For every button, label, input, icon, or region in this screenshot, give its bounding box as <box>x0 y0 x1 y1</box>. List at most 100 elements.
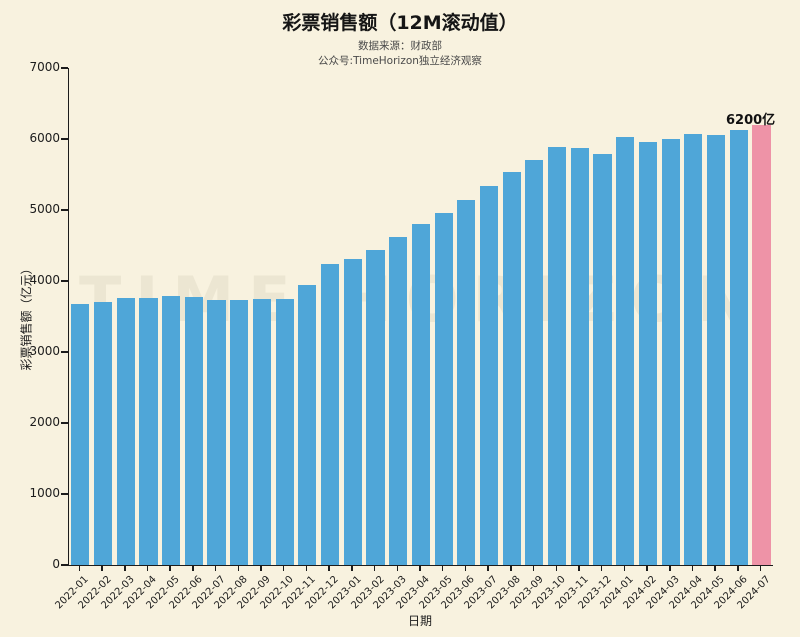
bar-slot <box>500 68 523 565</box>
bar-2023-09 <box>525 160 544 565</box>
bar-2023-10 <box>548 146 567 565</box>
bar-2023-06 <box>457 200 476 565</box>
bar-slot <box>251 68 274 565</box>
y-tick-mark <box>61 67 68 69</box>
bar-2024-07 <box>752 124 771 565</box>
plot-area: TIME HORIZON <box>68 68 773 566</box>
y-tick-mark <box>61 209 68 211</box>
bar-slot <box>591 68 614 565</box>
bar-2023-07 <box>479 185 499 565</box>
chart-title: 彩票销售额（12M滚动值） <box>282 12 518 34</box>
y-tick-label: 4000 <box>29 273 60 287</box>
bar-slot <box>750 68 773 565</box>
x-tick-mark <box>192 566 194 571</box>
y-tick-label: 7000 <box>29 60 60 74</box>
bar-2023-02 <box>366 249 385 565</box>
bar-slot <box>682 68 705 565</box>
bar-slot <box>478 68 501 565</box>
bar-2022-05 <box>162 295 181 565</box>
x-tick-mark <box>351 566 353 571</box>
x-tick-mark <box>124 566 126 571</box>
bar-slot <box>319 68 342 565</box>
chart-subtitle: 数据来源：财政部 公众号:TimeHorizon独立经济观察 <box>0 39 800 69</box>
x-tick-mark <box>555 566 557 571</box>
bar-2022-11 <box>298 284 317 565</box>
bar-slot <box>546 68 569 565</box>
bar-slot <box>114 68 137 565</box>
x-tick-mark <box>101 566 103 571</box>
y-tick-label: 3000 <box>29 344 60 358</box>
x-tick-mark <box>419 566 421 571</box>
bar-2022-02 <box>93 302 113 565</box>
last-value-annotation: 6200亿 <box>726 113 776 128</box>
bar-slot <box>160 68 183 565</box>
x-tick-mark <box>600 566 603 571</box>
bar-slot <box>228 68 251 565</box>
bar-2023-04 <box>411 224 430 565</box>
x-tick-mark <box>260 566 262 571</box>
bar-slot <box>410 68 433 565</box>
x-tick-mark <box>487 566 489 571</box>
bar-2022-08 <box>230 300 249 565</box>
bar-slot <box>523 68 546 565</box>
y-tick-mark <box>61 422 68 424</box>
bar-slot <box>364 68 387 565</box>
x-tick-mark <box>169 566 171 571</box>
bar-2023-11 <box>570 147 589 565</box>
y-axis-label: 彩票销售额（亿元） <box>19 262 34 371</box>
subtitle-source-line: 数据来源：财政部 <box>358 40 442 52</box>
x-tick-mark <box>759 566 762 571</box>
x-tick-mark <box>510 566 512 571</box>
y-tick-mark <box>61 564 68 566</box>
bar-slot <box>92 68 115 565</box>
bar-slot <box>637 68 660 565</box>
x-tick-mark <box>691 566 694 571</box>
bar-slot <box>568 68 591 565</box>
bar-slot <box>432 68 455 565</box>
y-tick-label: 1000 <box>29 486 60 500</box>
bar-slot <box>341 68 364 565</box>
bar-slot <box>183 68 206 565</box>
bar-slot <box>727 68 750 565</box>
bar-2022-01 <box>71 303 90 565</box>
x-tick-mark <box>237 566 240 571</box>
x-tick-mark <box>282 566 285 571</box>
x-tick-mark <box>669 566 671 571</box>
x-tick-mark <box>214 566 217 571</box>
bar-2023-03 <box>389 236 408 565</box>
subtitle-account-line: 公众号:TimeHorizon独立经济观察 <box>318 55 482 68</box>
x-tick-mark <box>578 566 580 571</box>
bar-slot <box>69 68 92 565</box>
x-tick-mark <box>714 566 716 571</box>
y-tick-label: 6000 <box>29 131 60 145</box>
x-tick-mark <box>396 566 399 571</box>
x-tick-mark <box>328 566 330 571</box>
bar-slot <box>455 68 478 565</box>
bar-2024-06 <box>729 130 748 565</box>
bar-2022-10 <box>275 298 294 565</box>
bar-slot <box>296 68 319 565</box>
bar-slot <box>137 68 160 565</box>
y-tick-mark <box>61 351 68 353</box>
bar-2023-08 <box>502 172 521 565</box>
x-tick-mark <box>373 566 376 571</box>
bar-2024-05 <box>706 134 726 565</box>
x-tick-mark <box>146 566 149 571</box>
x-tick-mark <box>78 566 81 571</box>
y-tick-mark <box>61 138 68 140</box>
x-tick-mark <box>737 566 739 571</box>
bars-container <box>69 68 773 565</box>
bar-2022-12 <box>321 263 340 565</box>
x-tick-mark <box>305 566 308 571</box>
bar-2024-02 <box>638 141 657 565</box>
y-tick-label: 2000 <box>29 415 60 429</box>
bar-2023-12 <box>593 153 612 565</box>
bar-2022-06 <box>184 297 203 565</box>
y-tick-mark <box>61 493 68 495</box>
y-tick-mark <box>61 280 68 282</box>
x-tick-mark <box>623 566 626 571</box>
bar-2022-04 <box>139 298 158 565</box>
bar-slot <box>705 68 728 565</box>
x-tick-mark <box>532 566 535 571</box>
